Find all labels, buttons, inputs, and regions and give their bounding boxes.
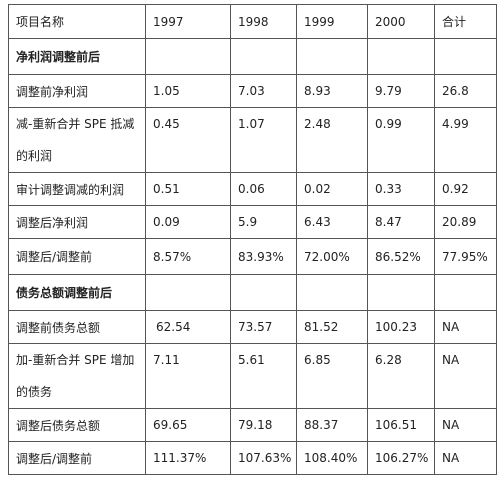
cell-value: 26.8 xyxy=(434,74,497,108)
cell-value: 6.43 xyxy=(296,205,368,239)
table-row: 调整后净利润 0.09 5.9 6.43 8.47 20.89 xyxy=(8,205,497,239)
cell-value: 9.79 xyxy=(367,74,435,108)
cell-value: NA xyxy=(434,408,497,442)
row-label: 审计调整调减的利润 xyxy=(8,172,146,206)
cell-value: 4.99 xyxy=(434,107,497,173)
header-cell-total: 合计 xyxy=(434,4,497,39)
table-row: 调整后/调整前 8.57% 83.93% 72.00% 86.52% 77.95… xyxy=(8,238,497,275)
cell-value: 88.37 xyxy=(296,408,368,442)
cell-value: NA xyxy=(434,310,497,344)
cell-value: 0.02 xyxy=(296,172,368,206)
section-title: 债务总额调整前后 xyxy=(8,274,146,311)
table-row: 加-重新合并 SPE 增加的债务 7.11 5.61 6.85 6.28 NA xyxy=(8,343,497,409)
cell-value: 83.93% xyxy=(230,238,297,275)
cell-value: 8.47 xyxy=(367,205,435,239)
cell-value: 8.57% xyxy=(145,238,231,275)
cell-value: 0.45 xyxy=(145,107,231,173)
cell-value: 20.89 xyxy=(434,205,497,239)
cell-value: 6.28 xyxy=(367,343,435,409)
cell-value: 107.63% xyxy=(230,441,297,475)
cell-value: 0.51 xyxy=(145,172,231,206)
cell-value: NA xyxy=(434,343,497,409)
cell-value: 72.00% xyxy=(296,238,368,275)
header-cell-1997: 1997 xyxy=(145,4,231,39)
cell-value: 77.95% xyxy=(434,238,497,275)
cell-value: NA xyxy=(434,441,497,475)
row-label: 调整后/调整前 xyxy=(8,441,146,475)
cell-value: 106.27% xyxy=(367,441,435,475)
header-row: 项目名称 1997 1998 1999 2000 合计 xyxy=(8,4,497,39)
adjustment-table: 项目名称 1997 1998 1999 2000 合计 净利润调整前后 调整前净… xyxy=(8,4,497,475)
table-row: 减-重新合并 SPE 抵减的利润 0.45 1.07 2.48 0.99 4.9… xyxy=(8,107,497,173)
table-row: 调整后债务总额 69.65 79.18 88.37 106.51 NA xyxy=(8,408,497,442)
cell-value: 69.65 xyxy=(145,408,231,442)
table-row: 调整后/调整前 111.37% 107.63% 108.40% 106.27% … xyxy=(8,441,497,475)
cell-value: 79.18 xyxy=(230,408,297,442)
cell-value: 7.11 xyxy=(145,343,231,409)
cell-value: 111.37% xyxy=(145,441,231,475)
cell-value: 81.52 xyxy=(296,310,368,344)
row-label: 减-重新合并 SPE 抵减的利润 xyxy=(8,107,146,173)
row-label: 调整前债务总额 xyxy=(8,310,146,344)
section-row-debt: 债务总额调整前后 xyxy=(8,274,497,311)
cell-value: 2.48 xyxy=(296,107,368,173)
row-label: 调整后净利润 xyxy=(8,205,146,239)
cell-value: 0.99 xyxy=(367,107,435,173)
cell-value: 100.23 xyxy=(367,310,435,344)
header-cell-1999: 1999 xyxy=(296,4,368,39)
table-row: 调整前债务总额 62.54 73.57 81.52 100.23 NA xyxy=(8,310,497,344)
row-label: 加-重新合并 SPE 增加的债务 xyxy=(8,343,146,409)
cell-value: 1.07 xyxy=(230,107,297,173)
cell-value: 5.9 xyxy=(230,205,297,239)
row-label: 调整后债务总额 xyxy=(8,408,146,442)
cell-value: 0.33 xyxy=(367,172,435,206)
row-label: 调整后/调整前 xyxy=(8,238,146,275)
table-row: 调整前净利润 1.05 7.03 8.93 9.79 26.8 xyxy=(8,74,497,108)
cell-value: 106.51 xyxy=(367,408,435,442)
header-cell-2000: 2000 xyxy=(367,4,435,39)
cell-value: 86.52% xyxy=(367,238,435,275)
cell-value: 62.54 xyxy=(145,310,231,344)
cell-value: 8.93 xyxy=(296,74,368,108)
cell-value: 1.05 xyxy=(145,74,231,108)
header-cell-1998: 1998 xyxy=(230,4,297,39)
cell-value: 0.06 xyxy=(230,172,297,206)
cell-value: 6.85 xyxy=(296,343,368,409)
section-title: 净利润调整前后 xyxy=(8,38,146,75)
cell-value: 108.40% xyxy=(296,441,368,475)
cell-value: 0.92 xyxy=(434,172,497,206)
cell-value: 7.03 xyxy=(230,74,297,108)
table-row: 审计调整调减的利润 0.51 0.06 0.02 0.33 0.92 xyxy=(8,172,497,206)
row-label: 调整前净利润 xyxy=(8,74,146,108)
section-row-net-profit: 净利润调整前后 xyxy=(8,38,497,75)
header-cell-item: 项目名称 xyxy=(8,4,146,39)
cell-value: 5.61 xyxy=(230,343,297,409)
cell-value: 73.57 xyxy=(230,310,297,344)
cell-value: 0.09 xyxy=(145,205,231,239)
